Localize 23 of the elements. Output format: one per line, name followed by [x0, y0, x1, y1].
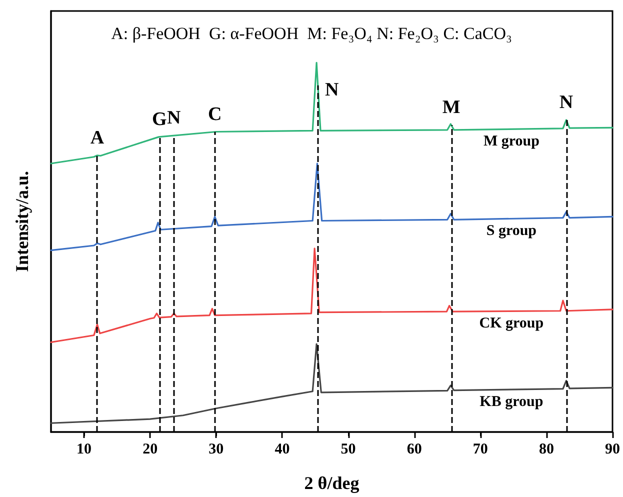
x-tick-label: 50: [340, 442, 356, 458]
ref-line-label: A: [90, 127, 104, 148]
x-axis-title: 2 θ/deg: [304, 473, 360, 493]
x-tick-label: 70: [472, 442, 488, 458]
x-tick-label: 20: [142, 442, 158, 458]
ref-line-label: N: [559, 92, 574, 113]
series-label: KB group: [480, 394, 544, 410]
series-label: CK group: [479, 316, 544, 332]
chart-title: A: β-FeOOH G: α-FeOOH M: Fe₃O₄ N: Fe₂O₃ C: CaCO₃: [111, 24, 512, 43]
ref-line-label: C: [208, 104, 222, 125]
ref-line-label: M: [442, 97, 460, 118]
x-tick-label: 30: [208, 442, 224, 458]
x-tick-label: 90: [605, 442, 620, 458]
x-tick-label: 40: [274, 442, 290, 458]
series-label: M group: [483, 134, 540, 150]
x-tick-label: 10: [76, 442, 92, 458]
y-axis-title: Intensity/a.u.: [12, 170, 32, 272]
ref-line-label: N: [167, 108, 181, 129]
ref-line-label: N: [325, 79, 340, 100]
series-label: S group: [486, 223, 537, 240]
x-tick-label: 60: [406, 442, 422, 458]
x-tick-label: 80: [538, 442, 554, 458]
ref-line-label: G: [152, 108, 167, 130]
